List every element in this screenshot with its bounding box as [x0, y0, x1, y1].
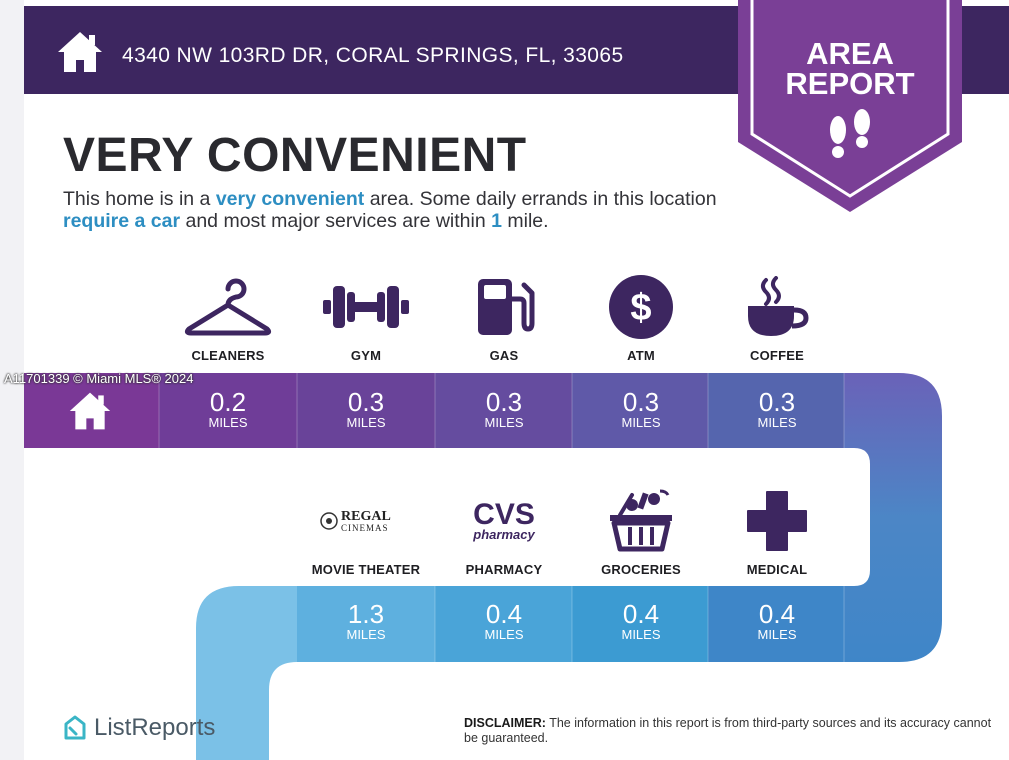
cvs-pharmacy-logo: CVS pharmacy	[472, 498, 535, 542]
badge-line-1: AREA	[806, 36, 894, 71]
area-report-card: 4340 NW 103RD DR, CORAL SPRINGS, FL, 330…	[24, 0, 1009, 760]
desc-highlight: require a car	[63, 210, 181, 232]
distance-value: 0.4	[622, 599, 660, 629]
coffee-cup-icon	[748, 276, 809, 336]
distance-unit: MILES	[208, 415, 248, 430]
distance-unit: MILES	[484, 627, 524, 642]
distance-movie-theater: 1.3 MILES	[297, 600, 435, 642]
listreports-logo: ListReports	[62, 714, 215, 742]
footprints-icon	[830, 109, 870, 158]
amenity-cleaners: CLEANERS	[159, 272, 297, 363]
distance-unit: MILES	[621, 627, 661, 642]
amenity-pharmacy: CVS pharmacy PHARMACY	[435, 486, 573, 577]
desc-text: mile.	[501, 210, 549, 232]
amenity-label: CLEANERS	[191, 348, 265, 363]
listreports-icon	[64, 715, 86, 740]
amenity-label: ATM	[627, 348, 655, 363]
dumbbell-icon	[323, 286, 409, 328]
distance-unit: MILES	[621, 415, 661, 430]
amenity-label: GAS	[489, 348, 519, 363]
regal-cinemas-logo: REGAL CINEMAS	[320, 509, 391, 533]
distance-value: 0.2	[209, 387, 247, 417]
desc-text: area. Some daily errands in this locatio…	[364, 188, 717, 210]
brand-name: ListReports	[94, 714, 216, 741]
amenity-label: GROCERIES	[601, 562, 681, 577]
disclaimer-text: The information in this report is from t…	[464, 716, 992, 745]
distance-value: 1.3	[347, 599, 385, 629]
convenience-description: This home is in a very convenient area. …	[63, 188, 723, 232]
amenity-groceries: GROCERIES	[572, 486, 710, 577]
amenity-label: MOVIE THEATER	[311, 562, 421, 577]
amenity-gas: GAS	[435, 272, 573, 363]
svg-text:pharmacy: pharmacy	[472, 527, 535, 542]
amenity-label: COFFEE	[750, 348, 804, 363]
desc-highlight: very convenient	[215, 188, 365, 210]
distance-coffee: 0.3 MILES	[708, 388, 846, 430]
svg-text:REGAL: REGAL	[341, 509, 391, 524]
amenity-gym: GYM	[297, 272, 435, 363]
svg-text:CINEMAS: CINEMAS	[341, 523, 389, 533]
home-icon	[58, 32, 102, 72]
distance-gym: 0.3 MILES	[297, 388, 435, 430]
property-address: 4340 NW 103RD DR, CORAL SPRINGS, FL, 330…	[122, 44, 624, 67]
convenience-title: VERY CONVENIENT	[63, 129, 527, 182]
distance-unit: MILES	[346, 415, 386, 430]
gas-pump-icon	[478, 279, 535, 335]
distance-value: 0.4	[758, 599, 796, 629]
distance-atm: 0.3 MILES	[572, 388, 710, 430]
medical-cross-icon	[747, 491, 807, 551]
desc-text: and most major services are within	[180, 210, 492, 232]
disclaimer: DISCLAIMER: The information in this repo…	[464, 716, 1004, 746]
distance-unit: MILES	[346, 627, 386, 642]
distance-pharmacy: 0.4 MILES	[435, 600, 573, 642]
area-report-badge: AREA REPORT	[732, 0, 968, 220]
amenity-medical: MEDICAL	[708, 486, 846, 577]
amenity-atm: $ ATM	[572, 272, 710, 363]
distance-value: 0.3	[622, 387, 660, 417]
distance-gas: 0.3 MILES	[435, 388, 573, 430]
amenity-movie-theater: REGAL CINEMAS MOVIE THEATER	[297, 486, 435, 577]
hanger-icon	[184, 278, 272, 336]
distance-cleaners: 0.2 MILES	[159, 388, 297, 430]
amenity-label: PHARMACY	[465, 562, 543, 577]
distance-unit: MILES	[757, 627, 797, 642]
svg-text:$: $	[630, 287, 651, 329]
amenity-label: MEDICAL	[746, 562, 808, 577]
amenity-label: GYM	[350, 348, 382, 363]
distance-medical: 0.4 MILES	[708, 600, 846, 642]
desc-highlight: 1	[491, 210, 502, 232]
disclaimer-label: DISCLAIMER:	[464, 716, 546, 730]
amenity-coffee: COFFEE	[708, 272, 846, 363]
home-start-icon	[69, 392, 111, 430]
distance-groceries: 0.4 MILES	[572, 600, 710, 642]
distance-value: 0.3	[758, 387, 796, 417]
dollar-icon: $	[609, 275, 673, 339]
svg-text:CVS: CVS	[473, 498, 535, 531]
distance-value: 0.3	[485, 387, 523, 417]
distance-route-graphic	[24, 373, 942, 760]
distance-value: 0.4	[485, 599, 523, 629]
distance-unit: MILES	[757, 415, 797, 430]
badge-line-2: REPORT	[785, 66, 915, 101]
mls-watermark: A11701339 © Miami MLS® 2024	[4, 371, 194, 386]
distance-unit: MILES	[484, 415, 524, 430]
left-margin	[0, 0, 24, 760]
distance-value: 0.3	[347, 387, 385, 417]
desc-text: This home is in a	[63, 188, 216, 210]
grocery-basket-icon	[610, 489, 672, 552]
